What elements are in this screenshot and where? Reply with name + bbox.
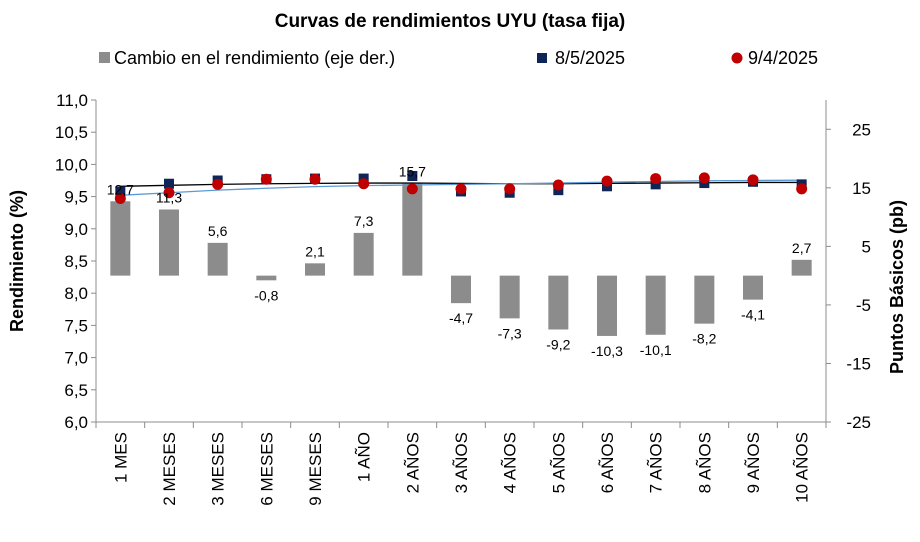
category-label: 7 AÑOS [647,432,666,493]
bar [743,275,763,300]
bar-data-label: 7,3 [354,213,374,229]
bar-data-label: -10,3 [591,343,623,359]
category-label: 4 AÑOS [501,432,520,493]
marker-9-4-2025 [552,179,564,191]
bar-data-labels: 12,7 11,3 5,6 -0,8 2,1 7,3 15,7 -4,7 -7,3 -9,2 -10… [107,164,812,359]
category-label: 2 AÑOS [403,432,422,493]
left-tick-label: 6,0 [64,413,88,432]
marker-8-5-2025 [407,170,418,181]
marker-9-4-2025 [406,183,418,195]
bar [353,232,374,276]
right-tick-label: 5 [862,237,871,256]
bar-data-label: 15,7 [399,164,426,180]
right-axis-ticks: -25 -15 -5 5 15 25 [826,120,871,432]
legend-swatch-square [537,53,547,63]
category-label: 6 AÑOS [598,432,617,493]
bar [159,209,179,276]
bar-data-label: 5,6 [208,223,228,239]
left-tick-label: 11,0 [56,91,88,110]
marker-9-4-2025 [114,193,126,205]
bar-data-label: -0,8 [254,287,278,303]
marker-9-4-2025 [601,175,613,187]
right-tick-label: -5 [856,296,871,315]
legend-label-9-4-2025: 9/4/2025 [748,48,818,68]
category-label: 10 AÑOS [793,432,812,503]
category-label: 9 MESES [306,432,325,506]
marker-9-4-2025 [212,178,224,190]
marker-9-4-2025 [358,178,370,190]
right-tick-label: 25 [852,120,871,139]
right-tick-label: 15 [852,179,871,198]
bar-data-label: -10,1 [640,342,672,358]
category-label: 8 AÑOS [695,432,714,493]
y-axis-title: Rendimiento (%) [7,190,27,332]
category-labels: 1 MES 2 MESES 3 MESES 6 MESES 9 MESES 1 AÑO 2 … [95,422,827,506]
category-label: 2 MESES [160,432,179,506]
bar [645,275,666,335]
bar-data-label: -4,7 [449,310,473,326]
left-tick-label: 7,5 [64,316,88,335]
bar-series [110,183,812,336]
category-label: 6 MESES [257,432,276,506]
bar-data-label: 2,1 [305,243,325,259]
bar [597,275,617,336]
y2-axis-title: Puntos Básicos (pb) [887,200,907,374]
legend-label-bar: Cambio en el rendimiento (eje der.) [114,48,395,68]
marker-9-4-2025 [504,183,516,195]
marker-8-5-2025 [650,179,661,190]
category-label: 9 AÑOS [744,432,763,493]
bar-data-label: -4,1 [741,307,765,323]
right-tick-label: -15 [846,354,871,373]
category-label: 1 MES [111,432,130,483]
marker-9-4-2025 [650,173,662,185]
legend: Cambio en el rendimiento (eje der.) 8/5/… [99,48,818,68]
marker-8-5-2025 [164,178,174,189]
bar [791,259,812,276]
bar [451,275,471,304]
marker-8-5-2025 [115,186,126,197]
category-label: 1 AÑO [355,432,374,482]
left-tick-label: 10,0 [55,155,88,174]
left-tick-label: 7,0 [64,349,88,368]
left-tick-label: 8,0 [64,284,88,303]
bar [694,275,715,324]
bar [256,275,277,281]
marker-series [114,170,808,205]
bar-data-label: 2,7 [792,240,812,256]
category-label: 5 AÑOS [549,432,568,493]
marker-9-4-2025 [698,172,710,184]
marker-9-4-2025 [747,174,759,186]
bar-data-label: -9,2 [546,336,570,352]
bar-data-label: -8,2 [692,331,716,347]
category-label: 3 AÑOS [452,432,471,493]
legend-label-8-5-2025: 8/5/2025 [555,48,625,68]
marker-9-4-2025 [309,173,321,185]
category-label: 3 MESES [209,432,228,506]
marker-9-4-2025 [260,173,272,185]
bar [548,275,569,330]
left-tick-label: 9,0 [64,220,88,239]
bar-data-label: -7,3 [498,325,522,341]
left-tick-label: 10,5 [55,123,88,142]
bar [207,242,228,276]
bar [110,201,131,276]
marker-9-4-2025 [163,187,175,199]
marker-9-4-2025 [796,183,808,195]
left-tick-label: 6,5 [64,381,88,400]
legend-swatch-circle [731,52,743,64]
bar [402,183,423,276]
left-axis-ticks: 6,0 6,5 7,0 7,5 8,0 8,5 9,0 9,5 10,0 10,5 11,0 [55,91,96,432]
right-tick-label: -25 [846,413,871,432]
bar-data-label: 11,3 [156,189,182,205]
bar-data-label: 12,7 [107,181,134,197]
bar [305,263,325,276]
chart-title: Curvas de rendimientos UYU (tasa fija) [275,11,626,32]
bar [499,275,520,319]
legend-swatch-bar [99,52,110,63]
left-tick-label: 9,5 [64,188,88,207]
left-tick-label: 8,5 [64,252,88,271]
marker-9-4-2025 [455,183,467,195]
